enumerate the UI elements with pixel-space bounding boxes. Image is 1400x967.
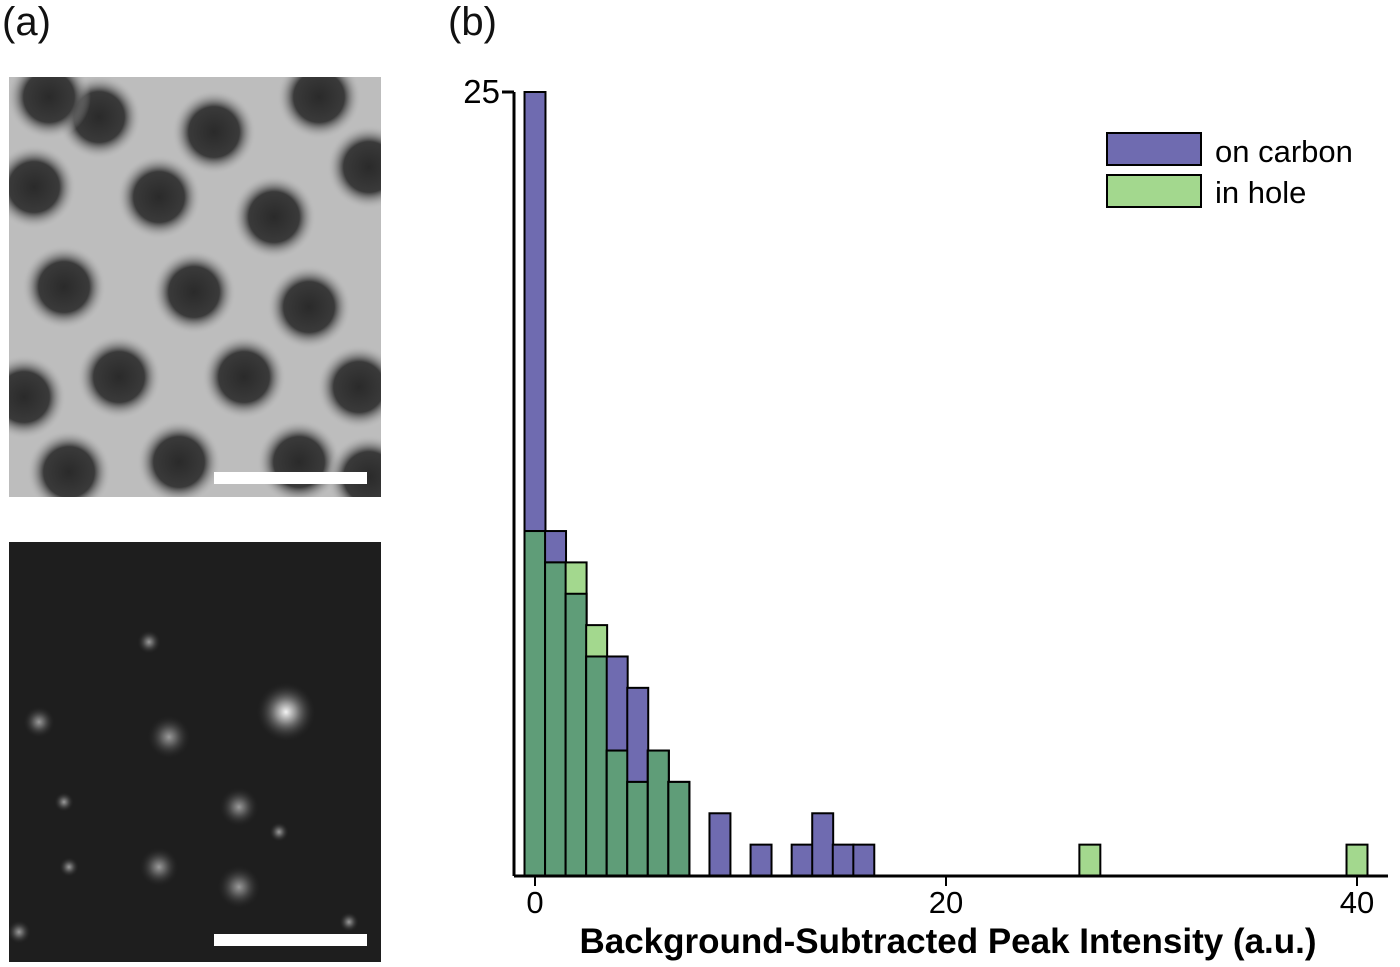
bar-in-hole-40 [1345,843,1369,878]
dark-spot-3 [9,145,76,229]
micrograph-bottom [9,542,381,962]
legend-label-in-hole: in hole [1215,175,1306,210]
x-tick-label-20: 20 [929,885,963,920]
dark-spot-16 [27,430,111,497]
bar-on-carbon-16 [852,843,876,878]
bar-on-carbon-11 [749,843,773,878]
bright-spot-9 [339,912,359,932]
dark-spot-5 [232,175,316,259]
legend-label-on-carbon: on carbon [1215,134,1353,169]
bar-overlap-0 [523,530,547,877]
micrograph-top [9,77,381,497]
dark-spot-4 [117,155,201,239]
panel-label-a: (a) [2,0,51,44]
bar-overlap-2 [564,592,588,877]
bright-spot-1 [147,715,191,759]
dark-spot-11 [202,335,286,419]
legend: on carbon in hole [1106,132,1353,210]
micrograph-bottom-canvas [9,630,367,946]
x-tick-label-0: 0 [526,885,543,920]
bar-overlap-1 [544,561,568,878]
ticks-layer: 0 20 40 25 [463,73,1374,920]
x-axis-title: Background-Subtracted Peak Intensity (a.… [579,922,1316,961]
legend-swatch-in-hole [1106,174,1202,208]
scale-bar-top [214,472,367,484]
micrograph-top-canvas [9,77,381,497]
dark-spot-12 [317,345,381,429]
bar-overlap-5 [626,780,650,877]
bar-overlap-6 [646,749,670,877]
legend-swatch-on-carbon [1106,132,1202,166]
bar-overlap-7 [667,780,691,877]
bright-spot-2 [23,706,55,738]
dark-spot-14 [137,420,221,497]
x-tick-label-40: 40 [1340,885,1374,920]
y-tick-label-25: 25 [463,73,500,110]
bright-spot-6 [137,630,161,654]
bright-spot-10 [59,857,79,877]
bar-on-carbon-14 [811,812,835,878]
bright-spot-7 [54,792,74,812]
dark-spot-1 [172,90,256,174]
dark-spot-8 [152,250,236,334]
dark-spot-2 [277,77,361,139]
bar-overlap-4 [605,749,629,877]
bright-spot-8 [269,822,289,842]
panel-label-b: (b) [448,0,497,44]
dark-spot-9 [267,265,351,349]
bright-spot-11 [9,920,31,944]
bar-overlap-3 [585,655,609,877]
dark-spot-13 [9,355,66,439]
dark-spot-10 [77,335,161,419]
bars-layer [523,91,1369,878]
bar-in-hole-27 [1078,843,1102,878]
bar-on-carbon-15 [831,843,855,878]
scale-bar-bottom [214,934,367,946]
dark-spot-18 [9,77,91,139]
bar-on-carbon-13 [790,843,814,878]
dark-spot-7 [22,245,106,329]
bar-on-carbon-9 [708,812,732,878]
bright-spot-3 [219,787,259,827]
bright-spot-0 [256,682,316,742]
dark-spot-6 [327,125,381,209]
bright-spot-5 [217,865,261,909]
bright-spot-4 [139,847,179,887]
